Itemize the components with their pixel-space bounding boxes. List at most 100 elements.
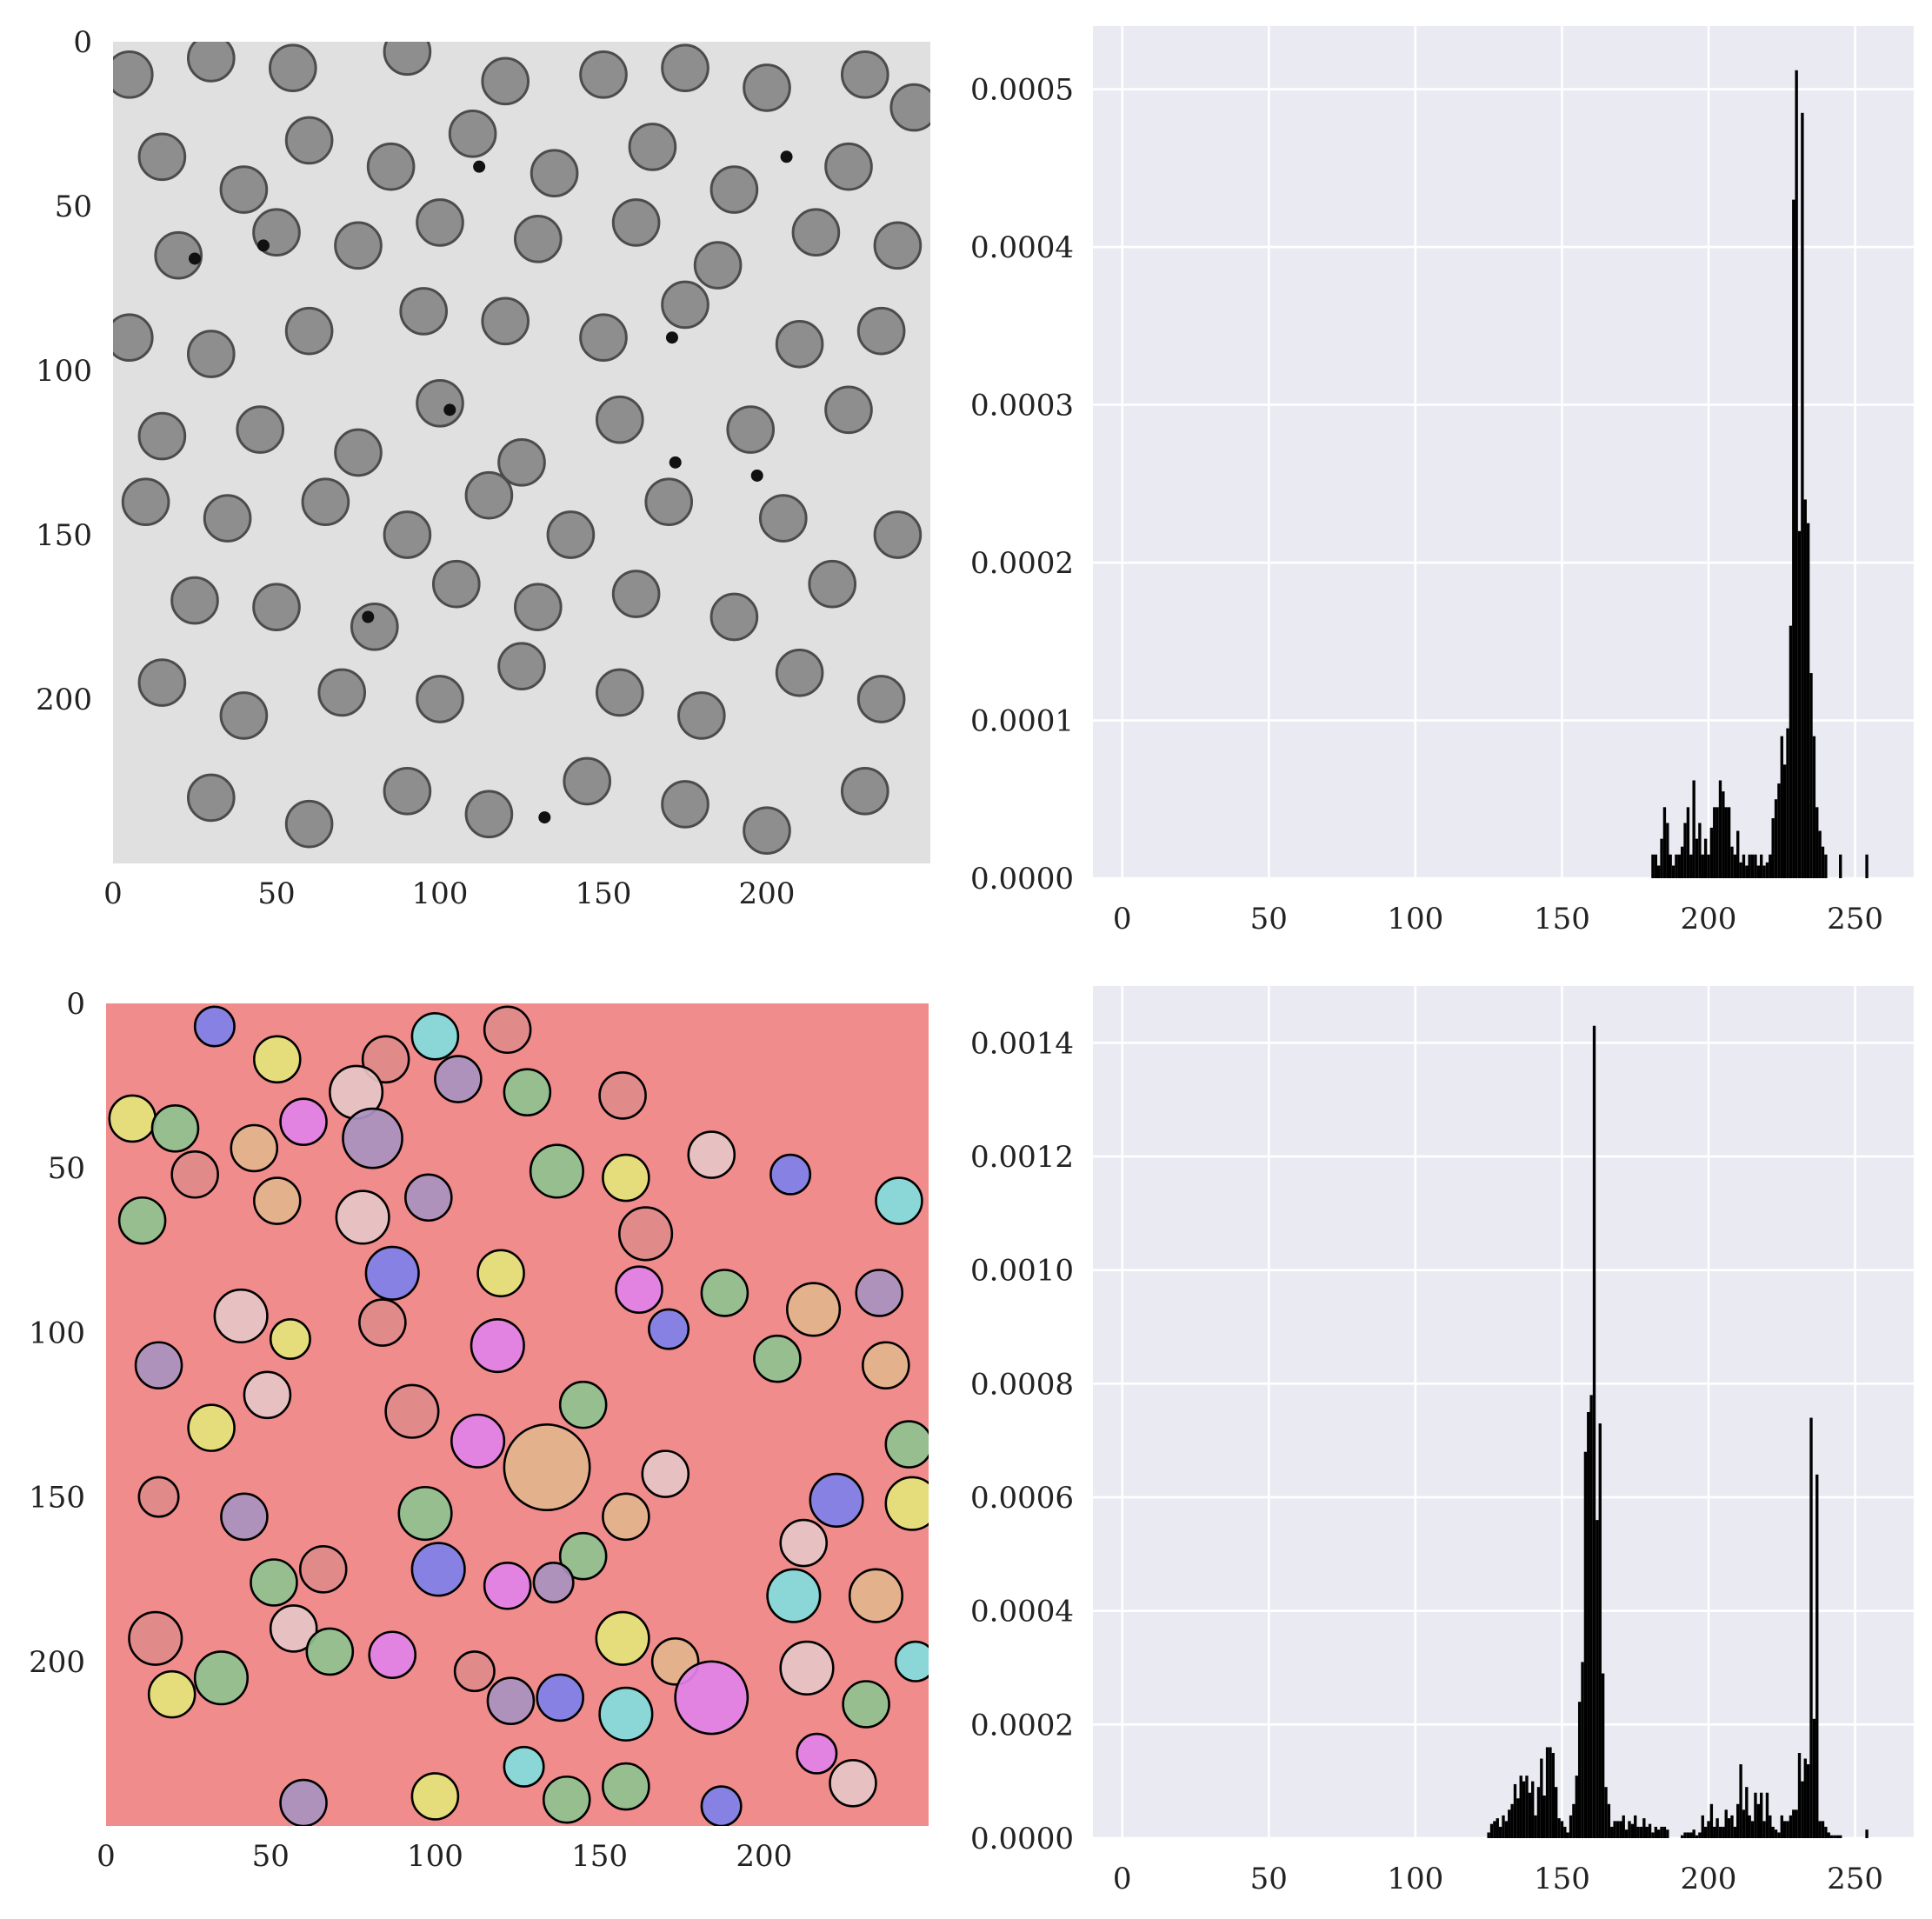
histogram-bar bbox=[1736, 830, 1740, 878]
cell bbox=[661, 280, 710, 330]
dark-dot bbox=[443, 403, 456, 416]
histogram-bar bbox=[1839, 854, 1842, 878]
histogram-bar bbox=[1769, 1815, 1772, 1838]
x-tick-label: 200 bbox=[1681, 1862, 1737, 1896]
histogram-bar bbox=[1654, 1826, 1657, 1838]
cell bbox=[481, 57, 530, 106]
histogram-bar bbox=[1713, 1826, 1716, 1838]
histogram-bar bbox=[1628, 1821, 1631, 1838]
histogram-bar bbox=[1689, 1832, 1693, 1838]
histogram-bar bbox=[1683, 1832, 1687, 1838]
cell bbox=[791, 208, 841, 257]
detected-cell-circle bbox=[252, 1176, 302, 1225]
detected-cell-circle bbox=[503, 1068, 552, 1116]
y-tick-label: 0.0010 bbox=[970, 1254, 1074, 1289]
cell bbox=[416, 378, 464, 428]
histogram-bar bbox=[1487, 1832, 1490, 1838]
detected-cell-circle bbox=[486, 1676, 536, 1725]
histogram-bar bbox=[1713, 807, 1716, 878]
histogram-bar bbox=[1795, 70, 1798, 878]
histogram-bar bbox=[1722, 791, 1725, 878]
histogram-bar bbox=[1722, 1826, 1725, 1838]
detected-cell-circle bbox=[674, 1660, 749, 1736]
cell bbox=[661, 43, 710, 93]
histogram-bar bbox=[1806, 523, 1810, 878]
histogram-bar bbox=[1782, 1821, 1787, 1838]
cell bbox=[546, 510, 596, 559]
dark-dot bbox=[750, 469, 763, 482]
detected-cell-circle bbox=[368, 1630, 416, 1680]
detected-cell-circle bbox=[230, 1123, 279, 1173]
detected-cell-circle bbox=[862, 1341, 910, 1390]
histogram-bar bbox=[1560, 1821, 1564, 1838]
x-tick-label: 0 bbox=[1113, 1862, 1132, 1896]
cell bbox=[628, 123, 677, 171]
detected-cell-circle bbox=[884, 1420, 929, 1469]
detected-cell-circle bbox=[687, 1130, 736, 1179]
y-tick-label: 200 bbox=[36, 683, 92, 717]
cell bbox=[219, 691, 269, 740]
cell bbox=[758, 494, 808, 543]
histogram-bar bbox=[1489, 1823, 1494, 1838]
cell bbox=[579, 313, 628, 363]
histogram-bar bbox=[1545, 1747, 1549, 1838]
cell bbox=[383, 42, 432, 77]
histogram-bar bbox=[1730, 1815, 1734, 1838]
raw-image-panel: 0 50 100 150 200 0 50 100 150 200 bbox=[36, 25, 930, 911]
histogram-bar bbox=[1645, 1826, 1649, 1838]
histogram-bar bbox=[1513, 1783, 1517, 1838]
cell bbox=[873, 221, 923, 270]
cell bbox=[824, 142, 873, 191]
y-tick-label: 0.0005 bbox=[970, 73, 1074, 108]
histogram-bar bbox=[1718, 780, 1722, 878]
detected-cell-circle bbox=[220, 1492, 269, 1542]
x-tick-label: 250 bbox=[1827, 1862, 1883, 1896]
cell bbox=[563, 756, 612, 806]
histogram-bar bbox=[1528, 1792, 1532, 1838]
histogram-bar bbox=[1707, 854, 1710, 878]
raw-histogram-panel: 0 50 100 150 200 250 0.0000 0.0001 0.0002 0.0003 0… bbox=[970, 26, 1914, 936]
cell bbox=[579, 50, 628, 99]
detected-cell-circle bbox=[503, 1745, 545, 1788]
histogram-bar bbox=[1666, 823, 1669, 878]
detected-cell-circle bbox=[779, 1640, 835, 1696]
histogram-bar bbox=[1777, 1832, 1781, 1838]
histogram-bar bbox=[1651, 854, 1655, 878]
histogram-bar bbox=[1504, 1821, 1509, 1838]
cell bbox=[513, 583, 563, 631]
y-tick-label: 100 bbox=[36, 354, 92, 389]
detected-cell-circle bbox=[753, 1334, 802, 1383]
histogram-bar bbox=[1801, 112, 1804, 878]
histogram-bar bbox=[1569, 1815, 1573, 1838]
histogram-bar bbox=[1630, 1823, 1635, 1838]
y-tick-label: 0.0001 bbox=[970, 704, 1074, 739]
histogram-bar bbox=[1549, 1747, 1552, 1838]
histogram-bar bbox=[1745, 1787, 1749, 1838]
cell bbox=[775, 648, 824, 697]
x-tick-label: 0 bbox=[103, 876, 123, 911]
detected-cell-circle bbox=[779, 1518, 828, 1568]
histogram-bar bbox=[1596, 1520, 1599, 1838]
dark-dot bbox=[669, 456, 682, 469]
histogram-bar bbox=[1745, 865, 1749, 878]
histogram-bar bbox=[1797, 1753, 1802, 1838]
detected-cell-circle bbox=[598, 1071, 647, 1120]
histogram-bar bbox=[1742, 854, 1746, 878]
x-tick-label: 150 bbox=[1534, 902, 1590, 936]
histogram-bar bbox=[1715, 1818, 1719, 1838]
detected-cell-circle bbox=[894, 1640, 929, 1682]
histogram-bar bbox=[1660, 1826, 1663, 1838]
histogram-bar bbox=[1771, 1826, 1775, 1838]
histogram-bar bbox=[1555, 1787, 1558, 1838]
cell bbox=[284, 116, 334, 165]
histogram-bar bbox=[1677, 854, 1681, 878]
x-tick-label: 0 bbox=[1113, 902, 1132, 936]
detected-cell-circle bbox=[595, 1610, 650, 1666]
histogram-bar bbox=[1498, 1826, 1502, 1838]
histogram-bar bbox=[1563, 1826, 1567, 1838]
y-tick-label: 150 bbox=[29, 1481, 85, 1516]
histogram-bar bbox=[1812, 1718, 1816, 1838]
histogram-bar bbox=[1496, 1818, 1499, 1838]
detected-cell-circle bbox=[128, 1610, 183, 1666]
histogram-bar bbox=[1780, 1815, 1783, 1838]
